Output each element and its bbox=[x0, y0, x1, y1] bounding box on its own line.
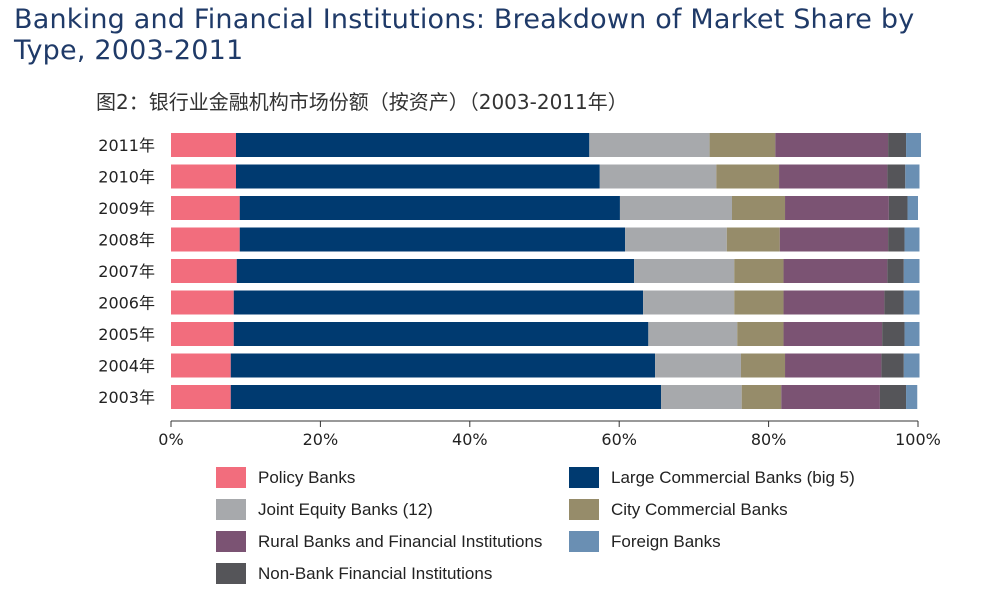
bar-segment bbox=[903, 290, 920, 315]
bar-segment bbox=[655, 353, 741, 378]
bar-segment bbox=[236, 259, 635, 283]
category-label: 2003年 bbox=[98, 388, 155, 407]
bar-segment bbox=[906, 385, 918, 409]
bar-segment bbox=[235, 133, 590, 157]
category-label: 2006年 bbox=[98, 294, 155, 313]
bar-segment bbox=[726, 227, 780, 252]
category-label: 2010年 bbox=[98, 168, 155, 187]
bar-segment bbox=[716, 164, 780, 189]
chart-subtitle: 图2：银行业金融机构市场份额（按资产）（2003-2011年） bbox=[96, 90, 628, 114]
bar-segment bbox=[783, 290, 885, 315]
bar-segment bbox=[737, 322, 784, 346]
bar-segment bbox=[734, 290, 784, 315]
bar-segment bbox=[233, 322, 649, 346]
bar-segment bbox=[785, 196, 889, 220]
bar-segment bbox=[907, 196, 918, 220]
bar-segment bbox=[171, 133, 236, 157]
bar-segment bbox=[661, 385, 742, 409]
bar-segment bbox=[775, 133, 889, 157]
bar-segment bbox=[599, 164, 717, 189]
bar-segment bbox=[734, 259, 784, 283]
bar-segment bbox=[888, 196, 908, 220]
bar-segment bbox=[171, 322, 234, 346]
bar-segment bbox=[783, 322, 883, 346]
x-tick-label: 100% bbox=[895, 430, 941, 449]
x-tick-label: 20% bbox=[303, 430, 339, 449]
bar-segment bbox=[625, 227, 727, 252]
x-tick-label: 80% bbox=[751, 430, 787, 449]
bar-segment bbox=[904, 227, 920, 252]
chart-title: Banking and Financial Institutions: Brea… bbox=[14, 4, 915, 66]
category-label: 2005年 bbox=[98, 325, 155, 344]
bar-segment bbox=[171, 196, 240, 220]
bar-segment bbox=[171, 385, 231, 409]
bar-segment bbox=[888, 227, 905, 252]
bar-segment bbox=[171, 353, 231, 378]
bar-segment bbox=[779, 227, 889, 252]
bar-segment bbox=[589, 133, 710, 157]
bar-segment bbox=[887, 259, 904, 283]
category-label: 2011年 bbox=[98, 136, 155, 155]
bar-segment bbox=[230, 353, 656, 378]
bar-segment bbox=[905, 164, 920, 189]
category-label: 2007年 bbox=[98, 262, 155, 281]
bar-segment bbox=[171, 164, 236, 189]
bar-segment bbox=[903, 259, 920, 283]
bar-segment bbox=[740, 353, 786, 378]
bar-segment bbox=[903, 353, 920, 378]
bar-segment bbox=[887, 164, 906, 189]
bar-segment bbox=[781, 385, 880, 409]
x-tick-label: 40% bbox=[452, 430, 488, 449]
x-tick-label: 0% bbox=[158, 430, 183, 449]
bar-segment bbox=[779, 164, 888, 189]
bar-segment bbox=[239, 227, 626, 252]
bar-segment bbox=[884, 290, 904, 315]
bar-segment bbox=[230, 385, 662, 409]
bar-segment bbox=[741, 385, 782, 409]
category-label: 2008年 bbox=[98, 231, 155, 250]
bar-segment bbox=[171, 259, 237, 283]
bar-segment bbox=[888, 133, 907, 157]
bar-segment bbox=[879, 385, 907, 409]
bar-segment bbox=[233, 290, 644, 315]
bar-segment bbox=[732, 196, 786, 220]
bar-segment bbox=[619, 196, 732, 220]
category-label: 2009年 bbox=[98, 199, 155, 218]
bar-segment bbox=[643, 290, 735, 315]
bar-segment bbox=[709, 133, 776, 157]
x-tick-label: 60% bbox=[601, 430, 637, 449]
bar-segment bbox=[904, 322, 920, 346]
bar-segment bbox=[906, 133, 921, 157]
bar-segment bbox=[239, 196, 620, 220]
bar-segment bbox=[648, 322, 738, 346]
bar-segment bbox=[235, 164, 600, 189]
bar-segment bbox=[783, 259, 888, 283]
bar-segment bbox=[882, 322, 905, 346]
bar-segment bbox=[881, 353, 904, 378]
category-label: 2004年 bbox=[98, 357, 155, 376]
bar-segment bbox=[171, 227, 240, 252]
bar-segment bbox=[171, 290, 234, 315]
bar-segment bbox=[634, 259, 735, 283]
bar-segment bbox=[785, 353, 882, 378]
